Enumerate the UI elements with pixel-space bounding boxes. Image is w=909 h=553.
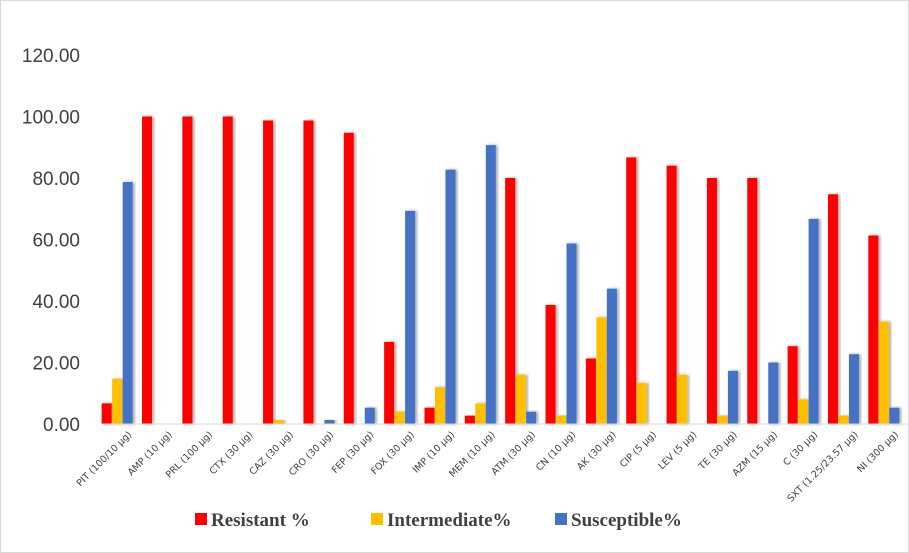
- bar-resistant: [303, 120, 314, 424]
- bar-resistant: [827, 194, 838, 424]
- x-tick-label: SXT (1.25/23.57 µg): [785, 429, 860, 504]
- bar-intermediate: [394, 411, 405, 424]
- bar-intermediate: [717, 415, 728, 424]
- bar-susceptible: [768, 362, 779, 424]
- x-tick-label: C (30 µg): [781, 429, 820, 468]
- x-tick-label: NI (300 µg): [855, 429, 901, 475]
- x-tick-label: TE (30 µg): [696, 429, 739, 472]
- bar-resistant: [747, 178, 758, 424]
- bar-resistant: [505, 178, 516, 424]
- bar-susceptible: [324, 420, 335, 424]
- bar-resistant: [626, 157, 637, 424]
- bar-intermediate: [838, 415, 849, 424]
- bar-resistant: [545, 304, 556, 424]
- bar-susceptible: [485, 145, 496, 424]
- bar-resistant: [343, 132, 354, 425]
- bar-resistant: [384, 341, 395, 424]
- bar-resistant: [222, 116, 233, 424]
- y-axis: 0.00 20.00 40.00 60.00 80.00 100.00 120.00: [22, 46, 80, 436]
- x-tick-label: LEV (5 µg): [657, 429, 700, 472]
- bar-intermediate: [878, 321, 889, 424]
- bar-intermediate: [556, 415, 567, 424]
- x-tick-label: CN (10 µg): [534, 429, 578, 473]
- x-tick-label: AK (30 µg): [575, 429, 618, 472]
- bar-intermediate: [475, 403, 486, 424]
- y-tick-label: 20.00: [32, 354, 80, 375]
- legend-label: Intermediate%: [387, 510, 512, 531]
- bar-intermediate: [596, 317, 607, 424]
- bar-resistant: [464, 415, 475, 424]
- bar-susceptible: [405, 210, 416, 424]
- bar-susceptible: [808, 218, 819, 424]
- bar-resistant: [182, 116, 193, 424]
- bar-resistant: [101, 403, 112, 424]
- bar-resistant: [706, 178, 717, 424]
- bar-susceptible: [848, 354, 859, 424]
- y-tick-label: 40.00: [32, 292, 80, 313]
- legend-swatch: [555, 513, 567, 525]
- bar-susceptible: [364, 407, 375, 424]
- x-tick-label: FOX (30 µg): [369, 429, 417, 477]
- bar-susceptible: [889, 407, 900, 424]
- legend: Resistant % Intermediate% Susceptible%: [195, 510, 682, 531]
- y-tick-label: 80.00: [32, 169, 80, 190]
- bar-susceptible: [526, 411, 537, 424]
- bar-resistant: [263, 120, 274, 424]
- bar-susceptible: [606, 288, 617, 424]
- bar-susceptible: [727, 370, 738, 424]
- bar-resistant: [142, 116, 153, 424]
- bar-resistant: [868, 235, 879, 424]
- bar-intermediate: [112, 378, 123, 424]
- bar-resistant: [424, 407, 435, 424]
- bar-intermediate: [677, 374, 688, 424]
- x-tick-label: CIP (5 µg): [618, 429, 659, 470]
- y-tick-label: 100.00: [22, 108, 80, 129]
- bar-resistant: [585, 358, 596, 424]
- bar-intermediate: [515, 374, 526, 424]
- legend-label: Susceptible%: [571, 510, 682, 531]
- legend-swatch: [195, 513, 207, 525]
- bar-susceptible: [566, 243, 577, 424]
- x-axis: PIT (100/10 µg)AMP (10 µg)PRL (100 µg)CT…: [75, 429, 901, 504]
- y-tick-label: 120.00: [22, 46, 80, 67]
- bar-intermediate: [273, 420, 284, 424]
- bar-susceptible: [445, 169, 456, 424]
- bar-intermediate: [798, 399, 809, 424]
- bar-resistant: [787, 346, 798, 424]
- bar-susceptible: [122, 181, 133, 424]
- bar-resistant: [666, 165, 677, 424]
- y-tick-label: 60.00: [32, 231, 80, 252]
- bar-intermediate: [434, 387, 445, 424]
- y-tick-label: 0.00: [43, 415, 80, 436]
- x-tick-label: PIT (100/10 µg): [75, 429, 135, 489]
- bars: [101, 116, 900, 425]
- bar-intermediate: [636, 383, 647, 424]
- legend-swatch: [371, 513, 383, 525]
- legend-label: Resistant %: [211, 510, 310, 531]
